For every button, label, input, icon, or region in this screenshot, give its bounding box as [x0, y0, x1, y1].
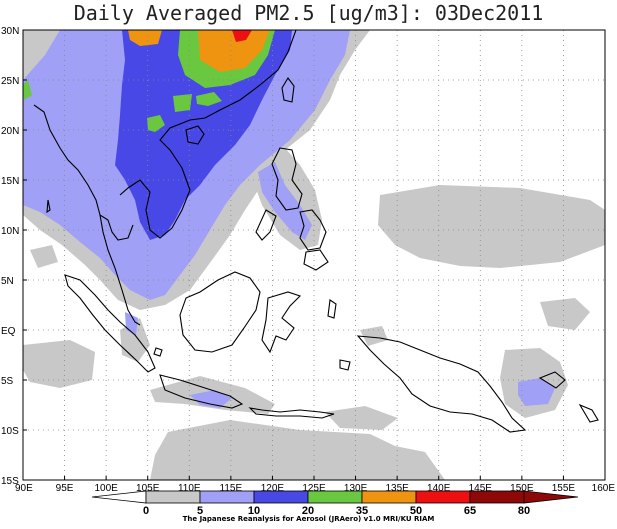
- colorbar-segment: [146, 491, 200, 503]
- lat-label: 25N: [1, 76, 19, 87]
- colorbar-segment: [416, 491, 470, 503]
- lat-label: 5N: [1, 276, 14, 287]
- credit-text: The Japanese Reanalysis for Aerosol (JRA…: [0, 515, 617, 523]
- colorbar-segment: [470, 491, 524, 503]
- lat-label: EQ: [1, 326, 16, 337]
- lon-label: 100E: [94, 483, 118, 494]
- lat-label: 15N: [1, 176, 19, 187]
- lon-label: 155E: [552, 483, 576, 494]
- colorbar-segment: [308, 491, 362, 503]
- lat-label: 10N: [1, 226, 19, 237]
- lon-label: 95E: [56, 483, 74, 494]
- colorbar-segment: [254, 491, 308, 503]
- colorbar-segment: [362, 491, 416, 503]
- lon-label: 90E: [15, 483, 33, 494]
- colorbar-segment: [200, 491, 254, 503]
- colorbar: 0 5 10 20 35 50 65 80: [92, 491, 578, 517]
- lat-label: 20N: [1, 126, 19, 137]
- lat-label: 10S: [1, 426, 19, 437]
- lon-label: 160E: [592, 483, 616, 494]
- lat-label: 30N: [1, 26, 19, 37]
- lat-label: 5S: [1, 376, 14, 387]
